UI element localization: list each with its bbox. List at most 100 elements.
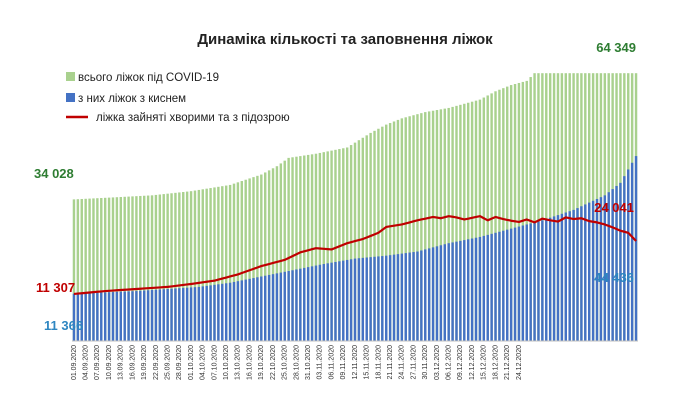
oxygen-bed-bar bbox=[506, 229, 509, 341]
total-bed-bar bbox=[470, 101, 474, 341]
oxygen-bed-bar bbox=[455, 241, 458, 341]
total-bed-bar bbox=[76, 199, 80, 341]
oxygen-bed-bar bbox=[537, 221, 540, 341]
oxygen-bed-bar bbox=[314, 265, 318, 341]
oxygen-bed-bar bbox=[451, 242, 454, 341]
oxygen-bed-bar bbox=[463, 240, 466, 341]
oxygen-bed-bar bbox=[533, 222, 536, 341]
total-bed-bar bbox=[92, 198, 95, 341]
oxygen-bed-bar bbox=[416, 251, 419, 341]
oxygen-bed-bar bbox=[232, 281, 236, 341]
oxygen-bed-bar bbox=[334, 261, 337, 341]
oxygen-bed-bar bbox=[76, 293, 80, 341]
x-tick-label: 21.12.2020 bbox=[504, 345, 511, 380]
oxygen-bed-bar bbox=[607, 192, 610, 341]
oxygen-bed-bar bbox=[338, 261, 341, 341]
x-tick-label: 30.11.2020 bbox=[422, 345, 429, 380]
oxygen-bed-bar bbox=[201, 286, 204, 341]
oxygen-bed-bar bbox=[326, 263, 329, 341]
oxygen-bed-bar bbox=[591, 200, 595, 341]
x-tick-label: 31.10.2020 bbox=[305, 345, 312, 380]
oxygen-bed-bar bbox=[123, 291, 126, 341]
total-bed-bar bbox=[424, 112, 427, 341]
x-axis-tick-labels: 01.09.2020 04.09.2020 07.09.2020 10.09.2020… bbox=[71, 345, 523, 380]
x-tick-label: 27.11.2020 bbox=[410, 345, 417, 380]
total-bed-bar bbox=[322, 152, 325, 341]
chart-title: Динаміка кількості та заповнення ліжок bbox=[197, 31, 493, 48]
oxygen-bed-bar bbox=[275, 273, 279, 341]
total-bed-bar bbox=[576, 73, 579, 341]
oxygen-bed-bar bbox=[486, 234, 489, 342]
total-bed-bar bbox=[506, 86, 509, 341]
oxygen-bed-bar bbox=[357, 258, 361, 341]
oxygen-bed-bar bbox=[595, 198, 599, 341]
oxygen-bed-bar bbox=[412, 252, 415, 341]
total-bed-bar bbox=[400, 118, 404, 341]
total-bed-bar bbox=[217, 186, 220, 341]
total-bed-bar bbox=[232, 183, 236, 341]
oxygen-bed-bar bbox=[72, 293, 76, 341]
oxygen-bed-bar bbox=[303, 267, 306, 341]
total-bed-bar bbox=[392, 121, 396, 341]
oxygen-bed-bar bbox=[256, 277, 259, 341]
x-tick-label: 16.09.2020 bbox=[129, 345, 136, 380]
total-bed-bar bbox=[174, 192, 177, 341]
annotation-occupied-end: 24 041 bbox=[594, 200, 634, 215]
x-tick-label: 15.11.2020 bbox=[364, 345, 371, 380]
total-bed-bar bbox=[381, 126, 384, 341]
oxygen-bed-bar bbox=[88, 293, 91, 341]
total-bed-bar bbox=[80, 198, 83, 341]
total-bed-bar bbox=[88, 198, 91, 341]
oxygen-bed-bar bbox=[182, 287, 185, 341]
total-bed-bar bbox=[568, 73, 571, 341]
oxygen-bed-bar bbox=[283, 271, 286, 341]
total-bed-bar bbox=[338, 149, 341, 341]
oxygen-bed-bar bbox=[424, 249, 427, 341]
oxygen-bed-bar bbox=[502, 230, 505, 341]
total-bed-bar bbox=[548, 73, 552, 341]
oxygen-bed-bar bbox=[459, 240, 462, 341]
oxygen-bed-bar bbox=[392, 254, 396, 341]
oxygen-bed-bar bbox=[478, 236, 482, 341]
oxygen-bed-bar bbox=[525, 224, 528, 341]
oxygen-bed-bar bbox=[529, 223, 532, 341]
oxygen-bed-bar bbox=[96, 292, 99, 341]
total-bed-bar bbox=[435, 110, 439, 342]
x-tick-label: 07.10.2020 bbox=[211, 345, 218, 380]
total-bed-bar bbox=[318, 152, 322, 341]
legend-swatch-total bbox=[66, 72, 75, 81]
oxygen-bed-bar bbox=[228, 282, 232, 341]
oxygen-bed-bar bbox=[271, 274, 275, 341]
oxygen-bed-bar bbox=[267, 274, 271, 341]
total-bed-bar bbox=[279, 163, 283, 341]
oxygen-bed-bar bbox=[248, 278, 251, 341]
total-bed-bar bbox=[127, 196, 130, 341]
total-bed-bar bbox=[490, 93, 493, 342]
oxygen-bed-bar bbox=[107, 292, 111, 341]
x-tick-label: 13.09.2020 bbox=[118, 345, 125, 380]
total-bed-bar bbox=[103, 197, 107, 341]
total-bed-bar bbox=[396, 119, 400, 341]
legend: всього ліжок під COVID-19 з них ліжок з … bbox=[66, 72, 290, 124]
total-bed-bar bbox=[264, 172, 267, 341]
oxygen-bed-bar bbox=[474, 237, 478, 341]
total-bed-bar bbox=[502, 88, 505, 341]
oxygen-bed-bar bbox=[240, 280, 244, 341]
total-bed-bar bbox=[572, 73, 575, 341]
legend-label-oxygen: з них ліжок з киснем bbox=[78, 93, 186, 105]
oxygen-bed-bar bbox=[158, 289, 162, 341]
total-bed-bar bbox=[443, 108, 446, 341]
oxygen-bed-bar bbox=[345, 259, 349, 341]
total-bed-bar bbox=[303, 155, 306, 341]
oxygen-bed-bar bbox=[521, 225, 525, 341]
total-bed-bar bbox=[513, 84, 517, 341]
total-bed-bar bbox=[310, 154, 314, 341]
oxygen-bed-bar bbox=[623, 176, 626, 341]
x-tick-label: 25.09.2020 bbox=[164, 345, 171, 380]
oxygen-bed-bar bbox=[306, 267, 310, 341]
total-bed-bar bbox=[256, 175, 259, 341]
oxygen-bed-bar bbox=[135, 291, 138, 341]
oxygen-bed-bar bbox=[603, 195, 607, 341]
legend-label-occupied: ліжка зайняті хворими та з підозрою bbox=[96, 112, 290, 124]
x-tick-label: 24.12.2020 bbox=[516, 345, 523, 380]
